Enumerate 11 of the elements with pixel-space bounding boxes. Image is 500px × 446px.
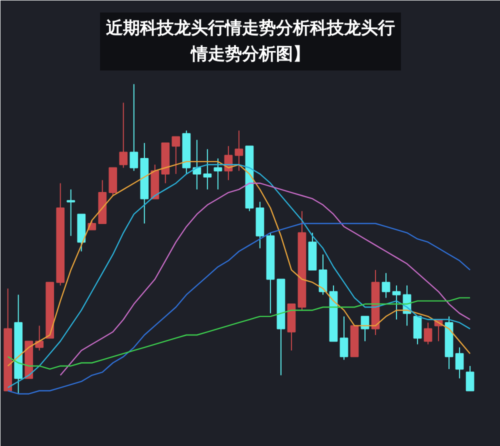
candlestick	[340, 316, 348, 360]
candlestick	[382, 272, 390, 298]
candlestick	[66, 188, 76, 236]
candlestick	[119, 102, 128, 168]
candlestick	[234, 130, 244, 172]
candlestick	[140, 142, 149, 224]
candlestick	[214, 158, 222, 190]
candlestick	[424, 322, 432, 345]
candlestick	[14, 294, 23, 394]
candlestick	[203, 148, 212, 190]
chart-title: 近期科技龙头行情走势分析科技龙头行情走势分析图】	[105, 18, 395, 64]
